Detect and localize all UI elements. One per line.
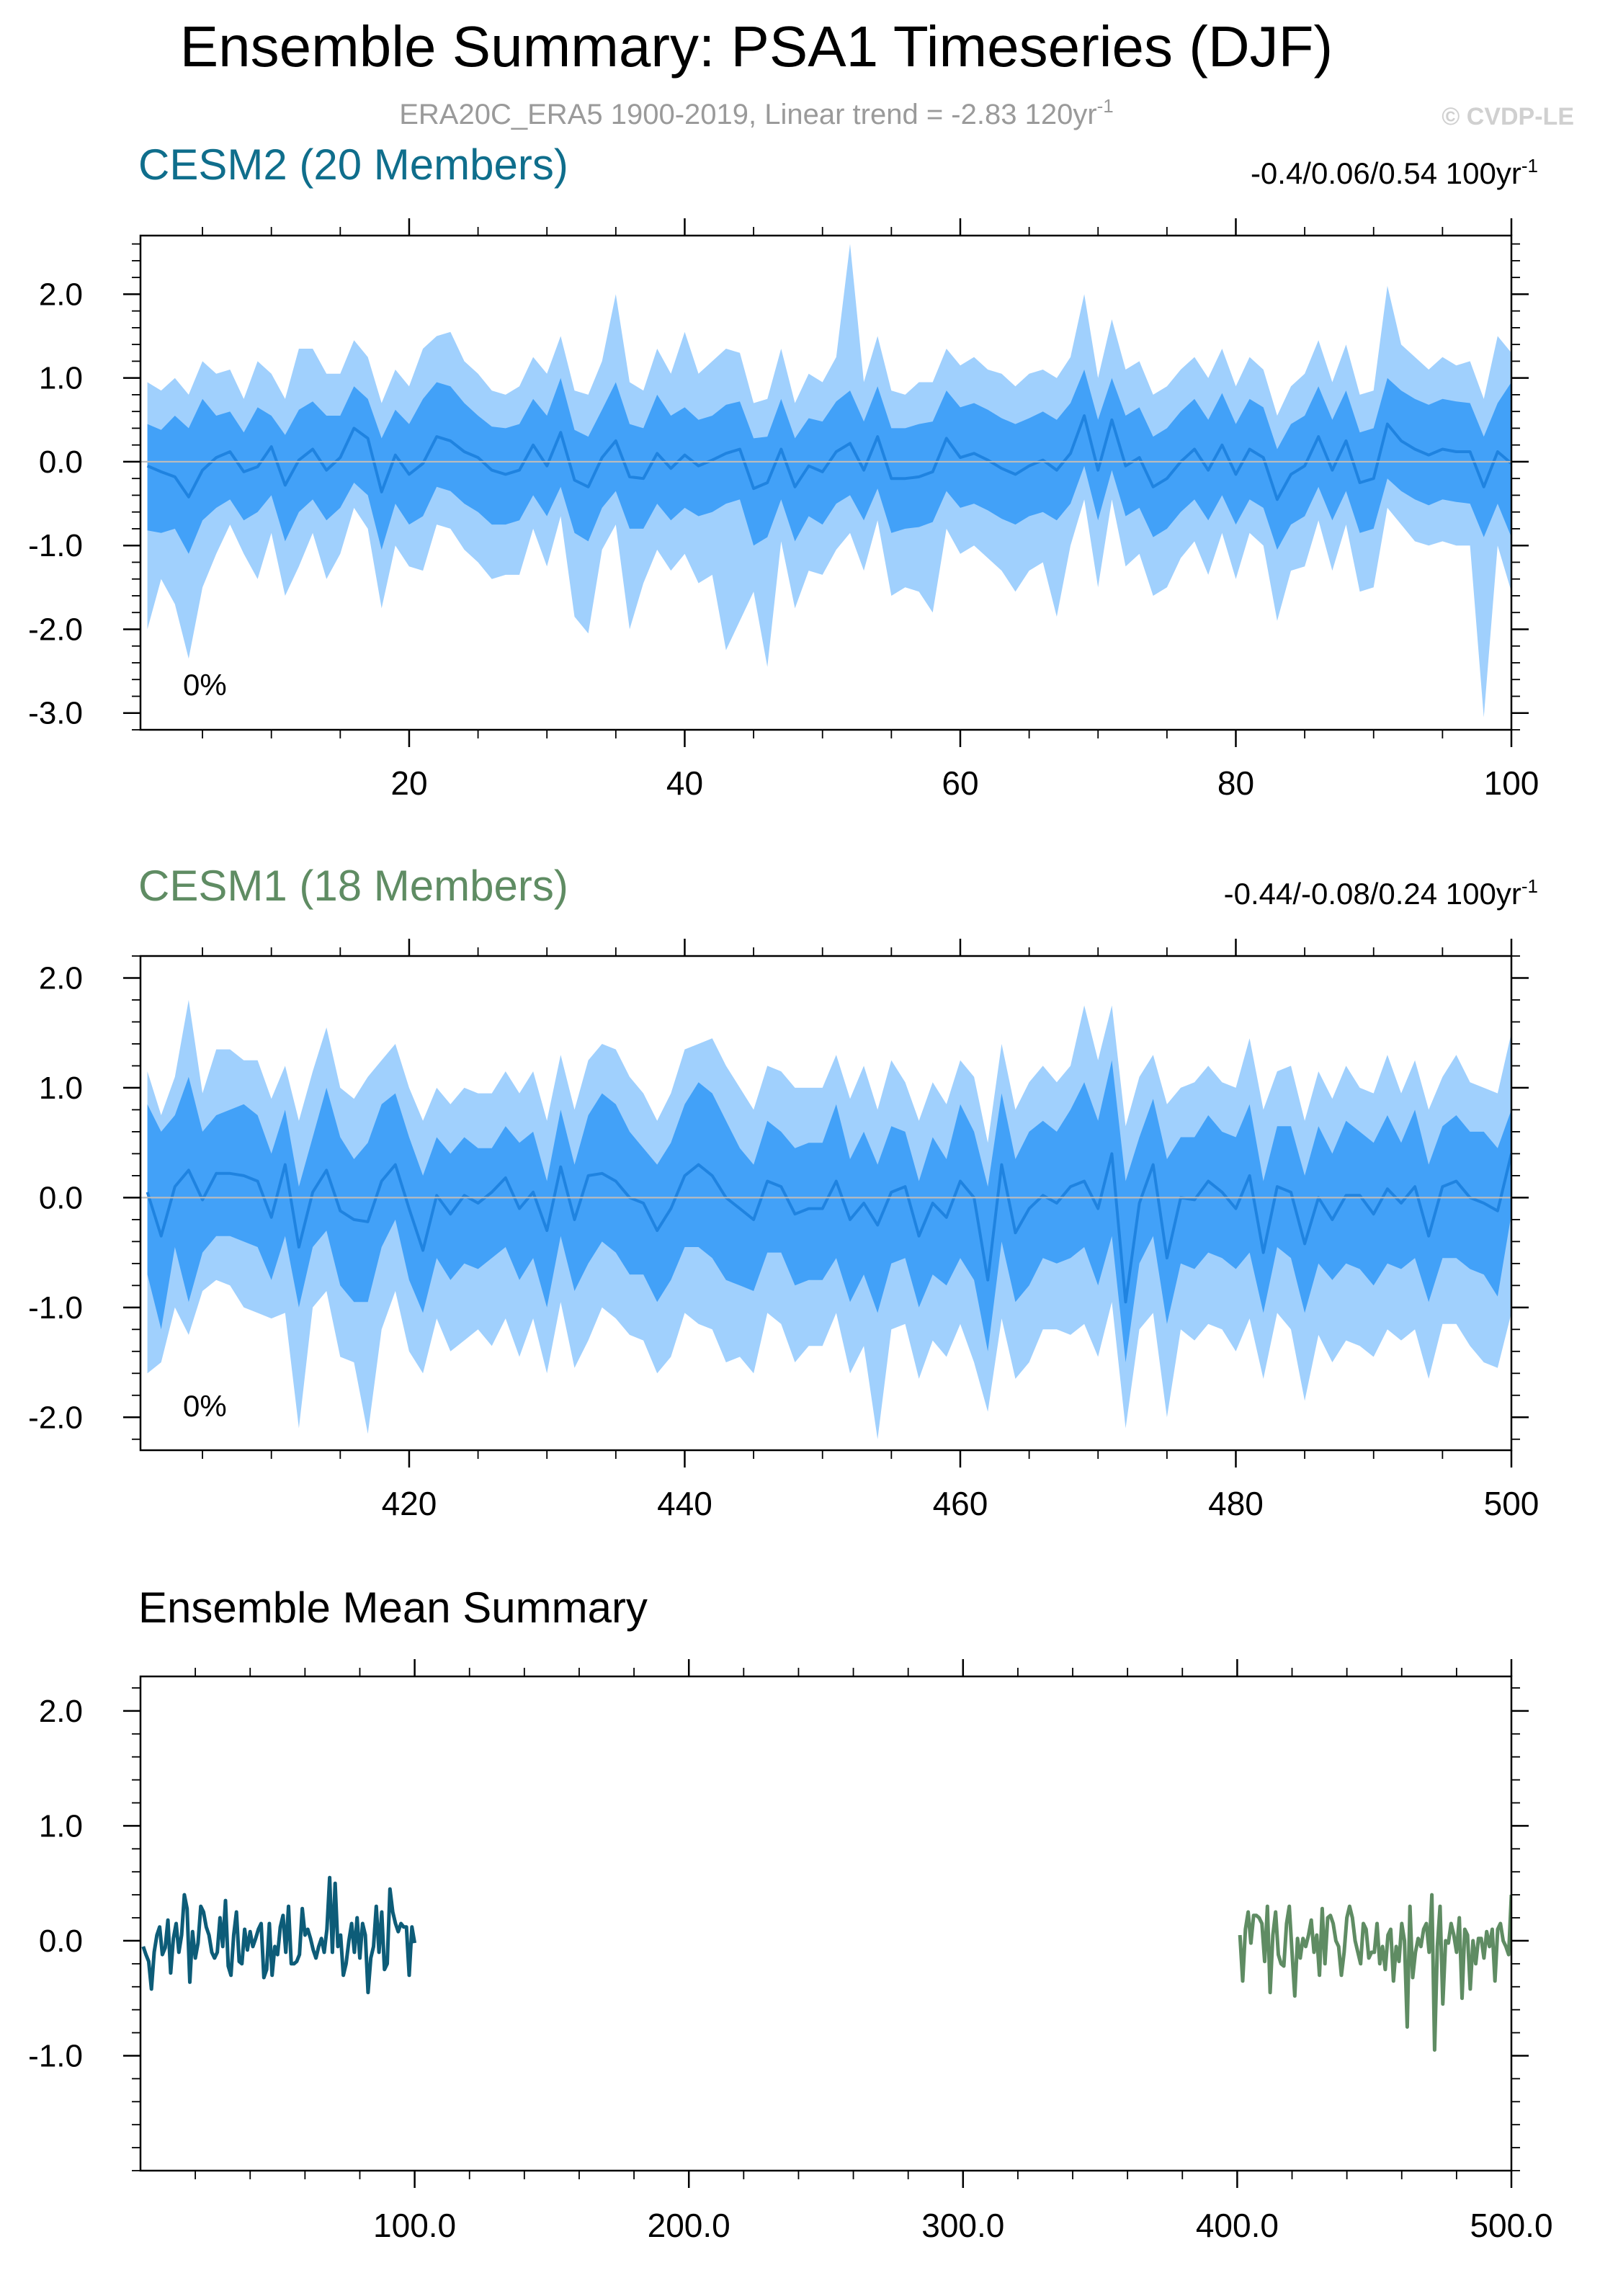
plot-layers — [141, 1875, 1511, 2052]
y-tick-label: 2.0 — [39, 960, 83, 996]
y-tick-label: -1.0 — [28, 528, 83, 563]
y-tick-label: 1.0 — [39, 1808, 83, 1844]
y-tick-label: -2.0 — [28, 612, 83, 647]
y-tick-label: -1.0 — [28, 1290, 83, 1326]
y-tick-label: 1.0 — [39, 361, 83, 396]
copyright-label: © CVDP-LE — [1442, 103, 1574, 130]
x-tick-label: 80 — [1217, 764, 1254, 802]
y-tick-label: -3.0 — [28, 696, 83, 731]
cesm1-trend-sup: -1 — [1521, 875, 1538, 897]
cesm2-pct-annotation: 0% — [183, 668, 227, 702]
plot-frame — [139, 955, 1513, 1452]
plot-frame — [139, 1675, 1513, 2172]
cesm1-trend-label: -0.44/-0.08/0.24 100yr-1 — [1224, 875, 1538, 911]
x-tick-label: 100 — [1484, 764, 1539, 802]
y-tick-label: 2.0 — [39, 1694, 83, 1729]
x-tick-label: 60 — [942, 764, 978, 802]
inner-spread-band — [147, 1060, 1511, 1362]
cesm2-trend-text: -0.4/0.06/0.54 100yr — [1251, 156, 1521, 190]
x-tick-label: 300.0 — [921, 2207, 1004, 2244]
x-tick-label: 500.0 — [1470, 2207, 1552, 2244]
x-tick-label: 200.0 — [648, 2207, 730, 2244]
plot-frame — [139, 234, 1513, 731]
x-tick-label: 20 — [390, 764, 427, 802]
ensemble-mean-plot-area: 2.0 1.0 0.0 -1.0 100.0 200.0 300.0 400.0 500.0 — [28, 1659, 1553, 2244]
y-tick-label: 0.0 — [39, 1180, 83, 1215]
cesm2-trend-sup: -1 — [1521, 155, 1538, 177]
x-tick-label: 100.0 — [373, 2207, 456, 2244]
cesm1-plot-area: 2.0 1.0 0.0 -1.0 -2.0 420 440 460 480 500 — [28, 939, 1539, 1522]
y-tick-label: 0.0 — [39, 1924, 83, 1959]
cesm1-mean-line — [1238, 1893, 1511, 2052]
figure-title: Ensemble Summary: PSA1 Timeseries (DJF) — [180, 14, 1333, 79]
cesm2-panel: CESM2 (20 Members) -0.4/0.06/0.54 100yr-… — [28, 140, 1539, 802]
cesm1-pct-annotation: 0% — [183, 1389, 227, 1423]
cesm2-panel-title: CESM2 (20 Members) — [138, 140, 568, 189]
y-tick-label: 1.0 — [39, 1071, 83, 1106]
ensemble-mean-panel: Ensemble Mean Summary 2.0 1.0 0.0 -1.0 100.0… — [28, 1583, 1552, 2244]
ensemble-mean-title: Ensemble Mean Summary — [138, 1583, 648, 1632]
cesm1-panel-title: CESM1 (18 Members) — [138, 862, 568, 910]
y-tick-label: 2.0 — [39, 277, 83, 312]
y-tick-label: -1.0 — [28, 2038, 83, 2073]
ensemble-mean-line — [146, 1152, 1511, 1304]
figure-subtitle-text: ERA20C_ERA5 1900-2019, Linear trend = -2… — [399, 99, 1096, 130]
x-tick-label: 480 — [1208, 1485, 1264, 1522]
x-tick-label: 400.0 — [1196, 2207, 1279, 2244]
cesm1-panel: CESM1 (18 Members) -0.44/-0.08/0.24 100y… — [28, 862, 1539, 1522]
x-tick-label: 420 — [382, 1485, 437, 1522]
cesm2-trend-label: -0.4/0.06/0.54 100yr-1 — [1251, 155, 1538, 190]
x-tick-label: 460 — [933, 1485, 988, 1522]
cesm2-mean-line — [141, 1875, 417, 1995]
plot-layers — [140, 1000, 1511, 1439]
x-tick-label: 40 — [666, 764, 703, 802]
figure-subtitle: ERA20C_ERA5 1900-2019, Linear trend = -2… — [399, 95, 1114, 130]
plot-layers — [140, 244, 1511, 718]
x-tick-label: 440 — [657, 1485, 712, 1522]
figure-subtitle-sup: -1 — [1097, 95, 1114, 117]
x-tick-label: 500 — [1484, 1485, 1539, 1522]
y-tick-label: 0.0 — [39, 445, 83, 480]
y-tick-label: -2.0 — [28, 1400, 83, 1435]
cesm1-trend-text: -0.44/-0.08/0.24 100yr — [1224, 877, 1521, 911]
cesm2-plot-area: 2.0 1.0 0.0 -1.0 -2.0 -3.0 20 40 60 80 100 — [28, 218, 1539, 802]
